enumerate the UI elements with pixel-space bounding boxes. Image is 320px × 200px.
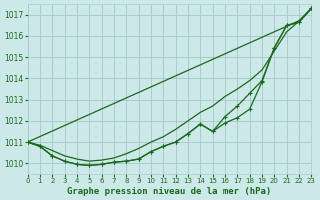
- X-axis label: Graphe pression niveau de la mer (hPa): Graphe pression niveau de la mer (hPa): [68, 187, 272, 196]
